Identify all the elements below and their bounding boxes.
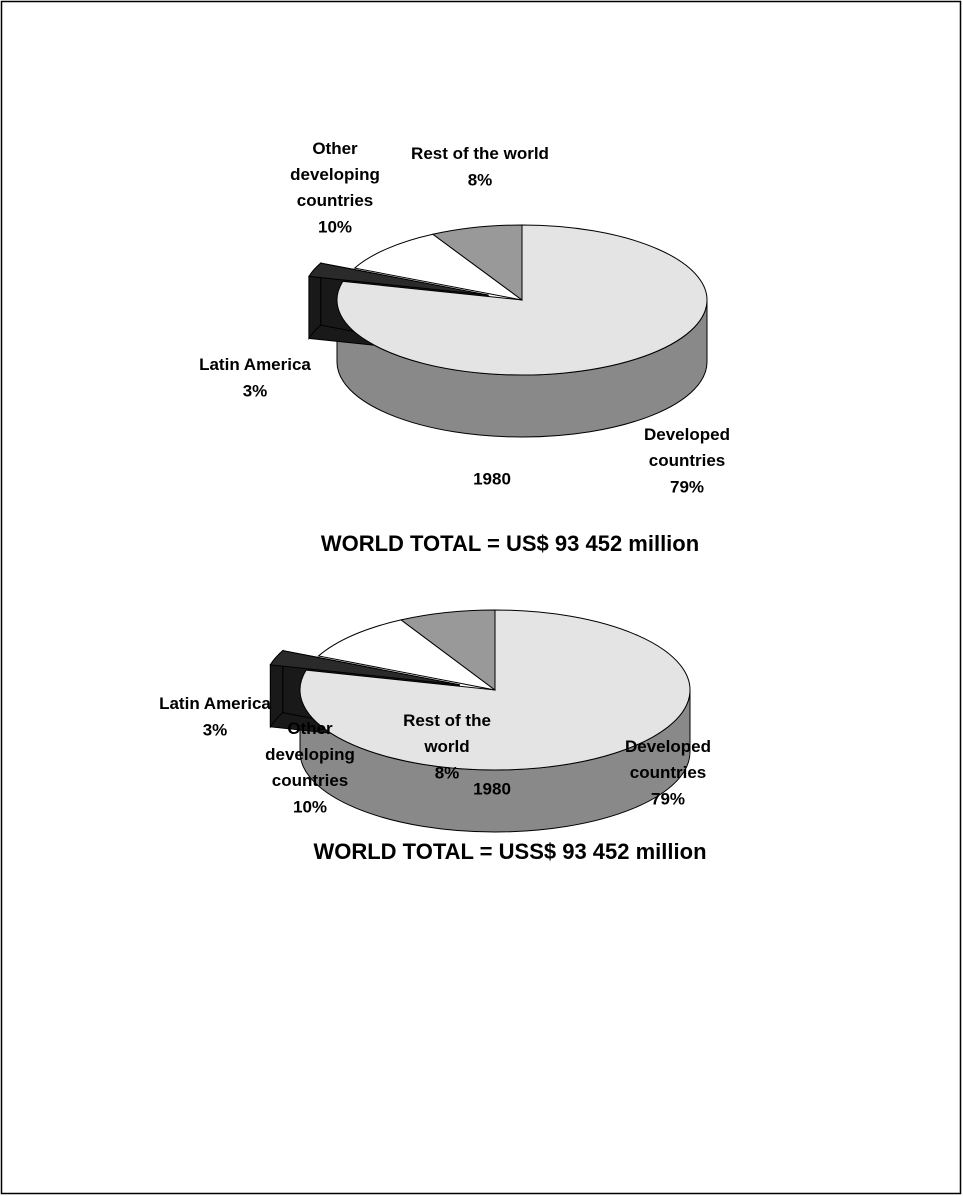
slice-label: Other developing countries	[265, 719, 355, 790]
slice	[269, 650, 460, 686]
slice-label: Other developing countries	[290, 139, 380, 210]
slice	[308, 262, 489, 296]
value-label: 3%	[203, 720, 228, 739]
slice-label: Latin America	[159, 694, 271, 713]
slice	[317, 619, 496, 691]
slice	[399, 609, 496, 691]
slice	[431, 224, 523, 301]
chart-subtitle: 1980	[473, 469, 511, 488]
pie-chart	[308, 224, 708, 438]
slice-label: Rest of the world	[411, 144, 549, 163]
slice-label: Developed countries	[644, 425, 730, 470]
slice-label: Latin America	[199, 355, 311, 374]
slice-label: Developed countries	[625, 737, 711, 782]
value-label: 10%	[318, 217, 352, 236]
slice-label: Rest of the world	[403, 711, 491, 756]
value-label: 79%	[670, 477, 704, 496]
value-label: 3%	[243, 381, 268, 400]
pie-chart	[269, 609, 691, 833]
value-label: 8%	[468, 170, 493, 189]
chart-footer: WORLD TOTAL = USS$ 93 452 million	[313, 839, 706, 864]
value-label: 10%	[293, 797, 327, 816]
chart-footer: WORLD TOTAL = US$ 93 452 million	[321, 531, 699, 556]
value-label: 8%	[435, 763, 460, 782]
value-label: 79%	[651, 789, 685, 808]
slice	[353, 233, 523, 301]
chart-subtitle: 1980	[473, 779, 511, 798]
